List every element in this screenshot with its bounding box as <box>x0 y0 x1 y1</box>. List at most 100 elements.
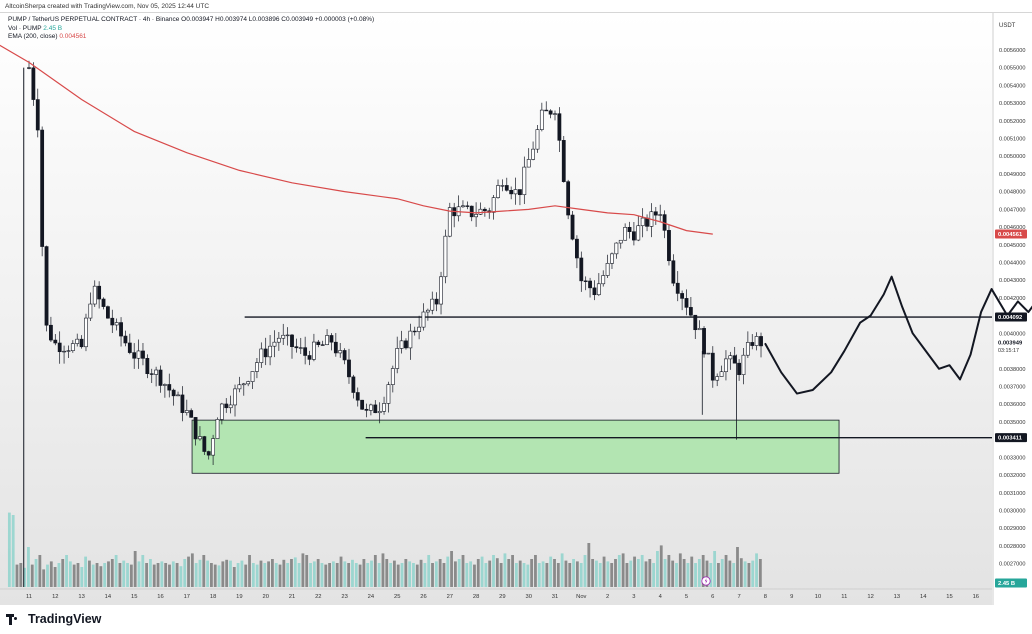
volume-bar <box>732 563 736 587</box>
volume-bar <box>88 560 91 587</box>
volume-bar <box>408 561 412 587</box>
volume-bar <box>190 553 194 587</box>
volume-bar <box>678 553 682 587</box>
volume-bar <box>659 545 663 587</box>
candle-down <box>49 324 53 341</box>
candle <box>162 383 167 398</box>
candle-down <box>570 214 575 240</box>
volume-bar <box>282 559 286 587</box>
volume-bar <box>251 563 255 587</box>
candle <box>237 376 242 393</box>
footer: TradingView <box>0 605 1032 634</box>
candle <box>40 126 45 257</box>
candle <box>62 345 66 364</box>
volume-bar <box>636 559 640 587</box>
candle-up <box>636 225 641 241</box>
volume-bar <box>42 569 46 587</box>
volume-bar <box>263 563 267 587</box>
volume-bar <box>575 561 579 587</box>
candle-down <box>119 322 123 337</box>
x-tick-label: 6 <box>711 594 714 600</box>
volume-bar <box>434 561 438 587</box>
volume-bar <box>80 567 84 587</box>
price-axis-label-box <box>995 229 1027 239</box>
volume-bar <box>175 563 179 587</box>
candle-down <box>97 285 102 300</box>
candle-up <box>219 403 224 420</box>
candle-down <box>307 355 312 360</box>
volume-bar <box>95 563 99 587</box>
x-tick-label: 12 <box>867 594 873 600</box>
volume-bar <box>149 559 152 587</box>
candle-up <box>417 326 422 332</box>
tradingview-logo[interactable]: TradingView <box>6 612 101 626</box>
candle <box>561 135 566 183</box>
y-tick-label: 0.0031000 <box>999 491 1025 497</box>
volume-bar <box>362 559 366 587</box>
candle-up <box>136 350 141 359</box>
volume-bar <box>366 563 370 587</box>
volume-bar <box>682 559 686 587</box>
x-tick-label: 3 <box>632 594 635 600</box>
legend-ohlc: O0.003947 H0.003974 L0.003896 C0.003949 … <box>181 16 375 23</box>
candle <box>180 386 185 422</box>
candle-up <box>259 348 264 363</box>
candle-up <box>176 394 180 397</box>
candle-down <box>645 217 649 227</box>
candle-up <box>443 235 448 278</box>
header-caption-text: AltcoinSherpa created with TradingView.c… <box>5 3 210 10</box>
volume-bar <box>560 553 564 587</box>
volume-bar <box>244 564 248 587</box>
candle-down <box>342 350 347 361</box>
x-tick-label: 9 <box>790 594 793 600</box>
candle-up <box>719 371 724 377</box>
candle <box>640 208 645 238</box>
candle <box>44 245 49 332</box>
candle <box>583 276 588 291</box>
volume-bar <box>198 559 202 587</box>
candle-down <box>575 238 579 259</box>
x-tick-label: 14 <box>920 594 927 600</box>
candle <box>412 326 417 336</box>
candle-up <box>162 384 167 386</box>
candle-up <box>75 338 80 344</box>
volume-bar <box>309 563 312 587</box>
x-tick-label: 14 <box>105 594 112 600</box>
volume-bar <box>713 551 717 587</box>
x-tick-label: 27 <box>447 594 453 600</box>
candle-up <box>421 311 426 328</box>
volume-bar <box>15 564 19 587</box>
y-tick-label: 0.0047000 <box>999 207 1025 213</box>
candle <box>136 339 141 369</box>
price-axis-label: 0.003411 <box>995 433 1027 443</box>
candle-up <box>430 298 435 311</box>
candle <box>329 333 334 351</box>
volume-bar <box>122 560 126 587</box>
candle-down <box>31 67 36 100</box>
volume-bar <box>614 559 617 587</box>
legend-ema-label: EMA (200, close) <box>8 33 58 41</box>
volume-bar <box>57 563 61 587</box>
candle-up <box>154 369 159 375</box>
volume-bar <box>724 555 728 587</box>
candle-up <box>745 342 750 356</box>
chart-area[interactable]: 0.0056000 0.0055000 0.0054000 0.0053000 0.00… <box>0 13 1032 605</box>
candle <box>272 330 277 358</box>
candle-up <box>447 207 452 237</box>
volume-bar <box>255 564 259 587</box>
price-chart[interactable]: 0.0056000 0.0055000 0.0054000 0.0053000 0.00… <box>0 13 1032 605</box>
volume-bar <box>118 563 122 587</box>
volume-bar <box>438 559 442 587</box>
candle-down <box>355 392 360 401</box>
volume-bar <box>625 563 629 587</box>
candle <box>233 384 237 417</box>
tradingview-logo-icon <box>6 613 24 625</box>
legend-symbol-row: PUMP / TetherUS PERPETUAL CONTRACT · 4h … <box>8 16 374 25</box>
y-tick-label: 0.0028000 <box>999 544 1025 550</box>
volume-bar <box>450 551 453 587</box>
price-axis-label-text: 0.003949 <box>998 340 1023 346</box>
volume-bar <box>488 560 492 587</box>
candle <box>425 308 430 321</box>
candle <box>404 338 408 350</box>
x-tick-label: 16 <box>973 594 979 600</box>
